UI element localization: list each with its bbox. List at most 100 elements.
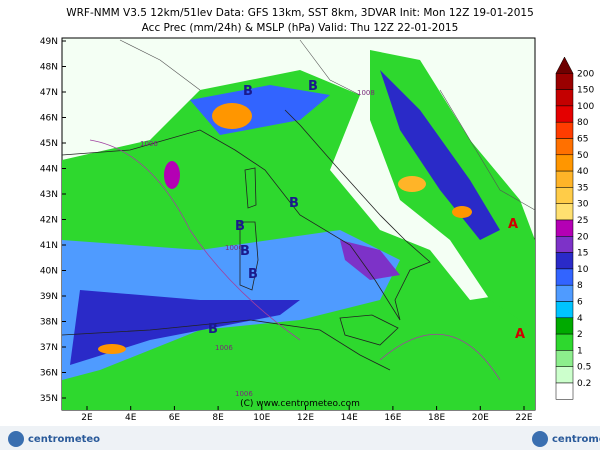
- colorbar-box: [555, 366, 574, 384]
- colorbar-label: 10: [577, 265, 589, 275]
- colorbar-label: 40: [577, 167, 589, 177]
- colorbar-label: 100: [577, 102, 594, 112]
- colorbar-label: 6: [577, 298, 583, 308]
- lat-label: 48N: [40, 63, 58, 73]
- colorbar-label: 50: [577, 151, 589, 161]
- pressure-label: 1006: [140, 140, 158, 148]
- low-center: B: [243, 84, 253, 99]
- lat-label: 43N: [40, 190, 58, 200]
- lat-label: 45N: [40, 139, 58, 149]
- lat-label: 40N: [40, 267, 58, 277]
- colorbar-box: [555, 187, 574, 204]
- colorbar-label: 15: [577, 249, 588, 259]
- lat-label: 41N: [40, 241, 58, 251]
- low-center: B: [235, 219, 245, 234]
- lat-label: 46N: [40, 114, 58, 124]
- colorbar-label: 150: [577, 86, 594, 96]
- high-center: A: [508, 217, 518, 232]
- lat-axis: 49N 48N 47N 46N 45N 44N 43N 42N 41N 40N 39N 38N 37N 3…: [40, 37, 66, 404]
- colorbar-box: [555, 105, 574, 123]
- colorbar-box: [555, 284, 574, 302]
- colorbar-label: 0.5: [577, 363, 591, 373]
- precip-blue-dark: [380, 70, 500, 240]
- colorbar-label: 35: [577, 183, 588, 193]
- colorbar-box: [555, 382, 574, 400]
- lon-label: 16E: [384, 413, 401, 423]
- precip-orange: [98, 344, 126, 354]
- coastline: [61, 109, 431, 371]
- colorbar-label: 25: [577, 216, 588, 226]
- precip-orange: [398, 176, 426, 192]
- precip-blue-dark: [70, 290, 300, 365]
- lon-label: 14E: [341, 413, 358, 423]
- lat-label: 35N: [40, 394, 58, 404]
- low-center: B: [308, 79, 318, 94]
- lon-axis: 2E 4E 6E 8E 10E 12E 14E 16E 18E 20E 22E: [81, 406, 533, 423]
- lon-label: 6E: [169, 413, 181, 423]
- colorbar-box: [555, 219, 574, 237]
- pressure-label: 1006: [215, 344, 233, 352]
- lon-label: 18E: [428, 413, 445, 423]
- colorbar-box: [555, 154, 574, 172]
- logo-right: centrometeo: [552, 434, 600, 445]
- footer-bar: [0, 426, 600, 450]
- colorbar-box: [555, 203, 574, 221]
- colorbar-box: [555, 89, 574, 107]
- precip-purple: [340, 240, 400, 280]
- lat-label: 42N: [40, 216, 58, 226]
- copyright: (C) www.centrometeo.com: [240, 399, 360, 409]
- high-center: A: [515, 327, 525, 342]
- lon-label: 4E: [125, 413, 137, 423]
- colorbar-label: 1: [577, 346, 583, 356]
- footer: centrometeo centrometeo: [0, 426, 600, 450]
- low-center: B: [240, 244, 250, 259]
- colorbar-box: [555, 350, 574, 367]
- colorbar-label: 8: [577, 281, 583, 291]
- low-center: B: [248, 267, 258, 282]
- colorbar-box: [555, 333, 574, 351]
- colorbar: 200 150 100 80 65 50 40 35 30 25 20 15 10 8 6 4 2 1 0.5 0.2: [555, 56, 594, 400]
- colorbar-box: [555, 73, 574, 90]
- colorbar-label: 30: [577, 200, 589, 210]
- lon-label: 20E: [472, 413, 489, 423]
- lat-label: 36N: [40, 369, 58, 379]
- border: [119, 39, 536, 211]
- colorbar-box: [555, 138, 574, 156]
- colorbar-box: [555, 121, 574, 139]
- colorbar-label: 20: [577, 232, 589, 242]
- pressure-label: 1008: [357, 89, 375, 97]
- colorbar-box: [555, 252, 574, 270]
- colorbar-label: 2: [577, 330, 583, 340]
- lon-label: 22E: [515, 413, 532, 423]
- logo-icon: [532, 431, 548, 447]
- precip-orange: [212, 103, 252, 129]
- lon-label: 2E: [81, 413, 93, 423]
- lat-label: 38N: [40, 318, 58, 328]
- colorbar-label: 4: [577, 314, 583, 324]
- low-center: B: [208, 322, 218, 337]
- lat-label: 39N: [40, 292, 58, 302]
- lon-label: 12E: [297, 413, 314, 423]
- precip-orange: [452, 206, 472, 218]
- lat-label: 49N: [40, 37, 58, 47]
- pressure-label: 1006: [225, 244, 243, 252]
- subtitle: Acc Prec (mm/24h) & MSLP (hPa) Valid: Th…: [142, 22, 459, 34]
- map: 1008 1006 1006 1006 1006 B B B B B B B A…: [61, 37, 536, 411]
- colorbar-box: [555, 301, 574, 319]
- colorbar-label: 200: [577, 69, 594, 79]
- lat-label: 44N: [40, 165, 58, 175]
- colorbar-label: 80: [577, 118, 589, 128]
- colorbar-box: [555, 170, 574, 188]
- lat-label: 47N: [40, 88, 58, 98]
- precip-purple: [164, 161, 180, 189]
- colorbar-box: [555, 236, 574, 253]
- lon-label: 8E: [212, 413, 224, 423]
- title: WRF-NMM V3.5 12km/51lev Data: GFS 13km, …: [66, 7, 534, 19]
- colorbar-box: [555, 317, 574, 335]
- colorbar-label: 0.2: [577, 379, 591, 389]
- colorbar-box: [555, 268, 574, 286]
- logo-icon: [8, 431, 24, 447]
- isobar: [89, 139, 501, 381]
- lon-label: 10E: [253, 413, 270, 423]
